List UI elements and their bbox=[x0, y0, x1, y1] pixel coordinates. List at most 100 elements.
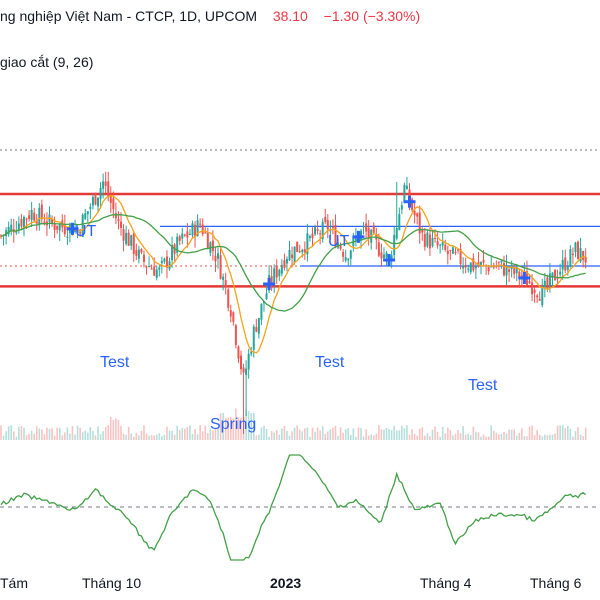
volume-bar bbox=[66, 427, 69, 440]
candle-body bbox=[413, 210, 416, 216]
volume-bar bbox=[186, 427, 189, 440]
volume-bar bbox=[355, 436, 357, 440]
candle-body bbox=[423, 234, 426, 247]
candle-body bbox=[571, 253, 574, 256]
candle-body bbox=[145, 266, 148, 268]
volume-bar bbox=[349, 434, 352, 440]
volume-bar bbox=[127, 426, 130, 440]
volume-bar bbox=[426, 433, 429, 440]
volume-bar bbox=[370, 434, 373, 440]
candle-body bbox=[561, 259, 564, 270]
volume-bar bbox=[498, 434, 500, 440]
volume-bar bbox=[357, 427, 360, 440]
volume-bar bbox=[339, 427, 342, 440]
volume-bar bbox=[260, 427, 263, 440]
candle-body bbox=[97, 197, 100, 207]
volume-bar bbox=[572, 436, 574, 440]
candle-body bbox=[20, 218, 23, 227]
volume-bar bbox=[171, 430, 173, 440]
volume-bar bbox=[94, 435, 97, 440]
candle-body bbox=[178, 236, 181, 241]
volume-bar bbox=[388, 429, 390, 440]
candle-body bbox=[22, 217, 25, 228]
price-change: −1.30 (−3.30%) bbox=[323, 8, 421, 24]
candle-body bbox=[505, 265, 508, 276]
candle-body bbox=[296, 241, 299, 252]
volume-bar bbox=[416, 435, 418, 440]
volume-bar bbox=[258, 434, 260, 440]
candle-body bbox=[191, 223, 194, 236]
candle-body bbox=[56, 225, 59, 230]
candle-body bbox=[104, 181, 107, 186]
buy-cross-signal bbox=[352, 230, 365, 243]
volume-bar bbox=[227, 417, 230, 440]
candle-body bbox=[99, 187, 102, 199]
volume-bar bbox=[87, 432, 89, 440]
volume-bar bbox=[217, 427, 219, 440]
buy-cross-signal bbox=[518, 272, 531, 284]
volume-bar bbox=[184, 428, 186, 440]
volume-bar bbox=[559, 425, 561, 440]
volume-bar bbox=[61, 435, 64, 440]
volume-bar bbox=[337, 435, 339, 440]
candle-body bbox=[324, 217, 327, 223]
candle-body bbox=[554, 270, 557, 281]
candle-body bbox=[270, 276, 273, 284]
annotation-test: Test bbox=[100, 354, 130, 371]
volume-bar bbox=[140, 430, 143, 440]
volume-bar bbox=[281, 428, 283, 440]
volume-bar bbox=[201, 431, 204, 440]
annotation-spring: Spring bbox=[210, 416, 256, 433]
candle-body bbox=[528, 281, 531, 284]
candle-body bbox=[107, 181, 110, 197]
candle-body bbox=[163, 258, 166, 262]
volume-bar bbox=[224, 418, 227, 440]
volume-bar bbox=[296, 425, 298, 440]
candle-body bbox=[382, 254, 385, 258]
volume-bar bbox=[275, 430, 278, 440]
candle-body bbox=[188, 233, 191, 235]
candle-body bbox=[260, 303, 263, 320]
volume-bar bbox=[306, 427, 309, 440]
volume-bar bbox=[500, 434, 503, 440]
volume-bar bbox=[513, 429, 515, 440]
volume-bar bbox=[145, 433, 148, 440]
volume-bar bbox=[69, 433, 71, 440]
ma-fast-line bbox=[0, 195, 586, 354]
volume-bar bbox=[454, 433, 457, 440]
volume-bar bbox=[237, 417, 240, 440]
candle-body bbox=[367, 227, 370, 238]
candle-body bbox=[344, 257, 347, 261]
volume-bar bbox=[178, 429, 181, 440]
volume-bar bbox=[523, 436, 526, 440]
candle-body bbox=[38, 207, 41, 226]
candle-body bbox=[155, 269, 158, 278]
volume-bar bbox=[291, 431, 293, 440]
volume-bar bbox=[424, 435, 426, 440]
candle-body bbox=[490, 265, 493, 268]
candle-body bbox=[497, 262, 500, 264]
volume-bar bbox=[229, 416, 232, 440]
volume-bar bbox=[207, 433, 209, 440]
candle-body bbox=[400, 205, 403, 210]
volume-bar bbox=[413, 433, 416, 440]
oscillator-line bbox=[0, 454, 587, 561]
candle-body bbox=[89, 206, 92, 209]
volume-bar bbox=[490, 425, 493, 440]
candle-body bbox=[137, 249, 140, 259]
candle-body bbox=[242, 367, 245, 373]
volume-bar bbox=[577, 427, 579, 440]
volume-bar bbox=[74, 434, 76, 440]
candle-body bbox=[265, 293, 268, 300]
indicator-legend[interactable]: giao cắt (9, 26) bbox=[0, 54, 94, 70]
volume-bar bbox=[89, 427, 92, 440]
volume-bar bbox=[138, 435, 140, 440]
candle-body bbox=[176, 236, 179, 253]
volume-bar bbox=[383, 429, 385, 440]
candle-body bbox=[58, 224, 61, 231]
candle-body bbox=[321, 221, 324, 240]
candle-body bbox=[252, 326, 255, 350]
x-axis-tick: Tháng 4 bbox=[420, 575, 472, 591]
candle-body bbox=[574, 242, 577, 253]
